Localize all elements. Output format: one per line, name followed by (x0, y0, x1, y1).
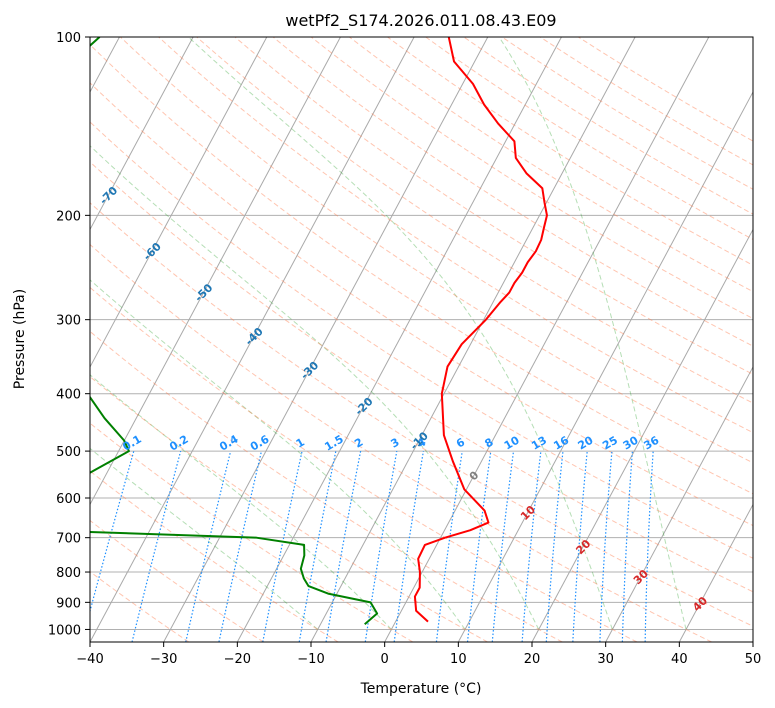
temperature-line (413, 37, 548, 623)
isotherm-line (90, 37, 268, 369)
mixing-ratio-line (621, 451, 634, 642)
moist-adiabat-line (498, 37, 687, 630)
x-tick-label: −10 (297, 652, 324, 667)
dry-adiabat-line (90, 121, 753, 559)
moist-adiabat-line (188, 37, 613, 630)
isotherm-line (310, 37, 636, 642)
mixing-ratio-line (218, 450, 263, 642)
y-axis-title: Pressure (hPa) (12, 289, 28, 389)
dry-adiabat-line (90, 202, 753, 627)
isotherm-line (384, 37, 710, 642)
mixing-ratio-line (90, 450, 135, 614)
y-tick-label: 900 (56, 596, 81, 611)
dewpoint-line (90, 37, 379, 626)
x-tick-label: 30 (597, 652, 614, 667)
dry-adiabat-line (196, 37, 753, 404)
x-tick-label: −30 (150, 652, 177, 667)
isotherm-line (531, 228, 753, 642)
mixing-ratio-line (131, 450, 182, 642)
x-tick-label: −40 (76, 652, 103, 667)
dry-adiabat-line (90, 470, 339, 642)
isotherms (90, 37, 753, 642)
isotherm-line (90, 37, 194, 231)
moist-adiabat-line (90, 145, 540, 630)
dry-adiabats (90, 37, 753, 642)
isotherm-line (605, 365, 753, 642)
y-tick-label: 300 (56, 314, 81, 329)
chart-title: wetPf2_S174.2026.011.08.43.E09 (285, 11, 556, 31)
y-tick-label: 700 (56, 532, 81, 547)
isotherm-line (90, 37, 415, 642)
dry-adiabat-line (90, 519, 264, 642)
mixing-ratio-line (262, 450, 303, 642)
x-tick-label: 0 (381, 652, 389, 667)
x-tick-label: 50 (745, 652, 762, 667)
y-tick-label: 100 (56, 31, 81, 46)
mixing-ratio-line (599, 451, 613, 642)
axes: −40 −30 −20 −10 0 10 20 30 40 50 100 200 300 400 500 60… (48, 31, 761, 667)
mixing-ratio-line (572, 451, 588, 642)
y-tick-label: 400 (56, 388, 81, 403)
x-axis-title: Temperature (°C) (360, 681, 482, 697)
dry-adiabat-line (120, 37, 753, 464)
dry-adiabat-line (349, 37, 753, 293)
dry-adiabat-line (90, 571, 190, 642)
dry-adiabat-line (158, 37, 753, 434)
grid-lines (90, 37, 753, 630)
dry-adiabat-line (310, 37, 753, 320)
dry-adiabat-label: -90 (0, 93, 22, 116)
isotherm-line (163, 37, 489, 642)
x-tick-label: 10 (450, 652, 467, 667)
y-tick-label: 1000 (48, 623, 81, 638)
dry-adiabat-line (90, 286, 638, 642)
x-tick-label: −20 (224, 652, 251, 667)
plot-background (90, 37, 753, 642)
y-tick-label: 600 (56, 492, 81, 507)
x-tick-label: 20 (524, 652, 541, 667)
dry-adiabat-line (90, 43, 753, 495)
dry-adiabat-line (90, 330, 563, 642)
dry-adiabat-line (90, 161, 753, 593)
isotherm-line (90, 37, 341, 506)
y-tick-label: 500 (56, 445, 81, 460)
isotherm-line (457, 90, 753, 642)
dry-adiabat-line (90, 422, 414, 642)
moist-adiabats (90, 37, 687, 630)
moist-adiabat-line (90, 279, 466, 630)
mixing-ratio-line (491, 451, 515, 642)
mixing-ratio-line (545, 451, 564, 642)
y-tick-label: 800 (56, 566, 81, 581)
y-tick-label: 200 (56, 209, 81, 224)
dry-adiabat-line (90, 243, 712, 642)
isotherm-line (236, 37, 562, 642)
mixing-ratio-lines (90, 450, 654, 642)
moist-adiabat-line (90, 447, 319, 630)
isotherm-line (752, 640, 753, 642)
moist-adiabat-line (90, 374, 392, 630)
x-tick-label: 40 (671, 652, 688, 667)
mixing-ratio-line (185, 450, 232, 642)
dry-adiabat-line (90, 82, 753, 527)
dry-adiabat-label: -80 (52, 130, 75, 153)
plot-frame (89, 36, 754, 643)
isotherm-line (678, 503, 753, 642)
mixing-ratio-line (521, 451, 542, 642)
mixing-ratio-line (644, 451, 654, 642)
data-series (90, 37, 548, 626)
